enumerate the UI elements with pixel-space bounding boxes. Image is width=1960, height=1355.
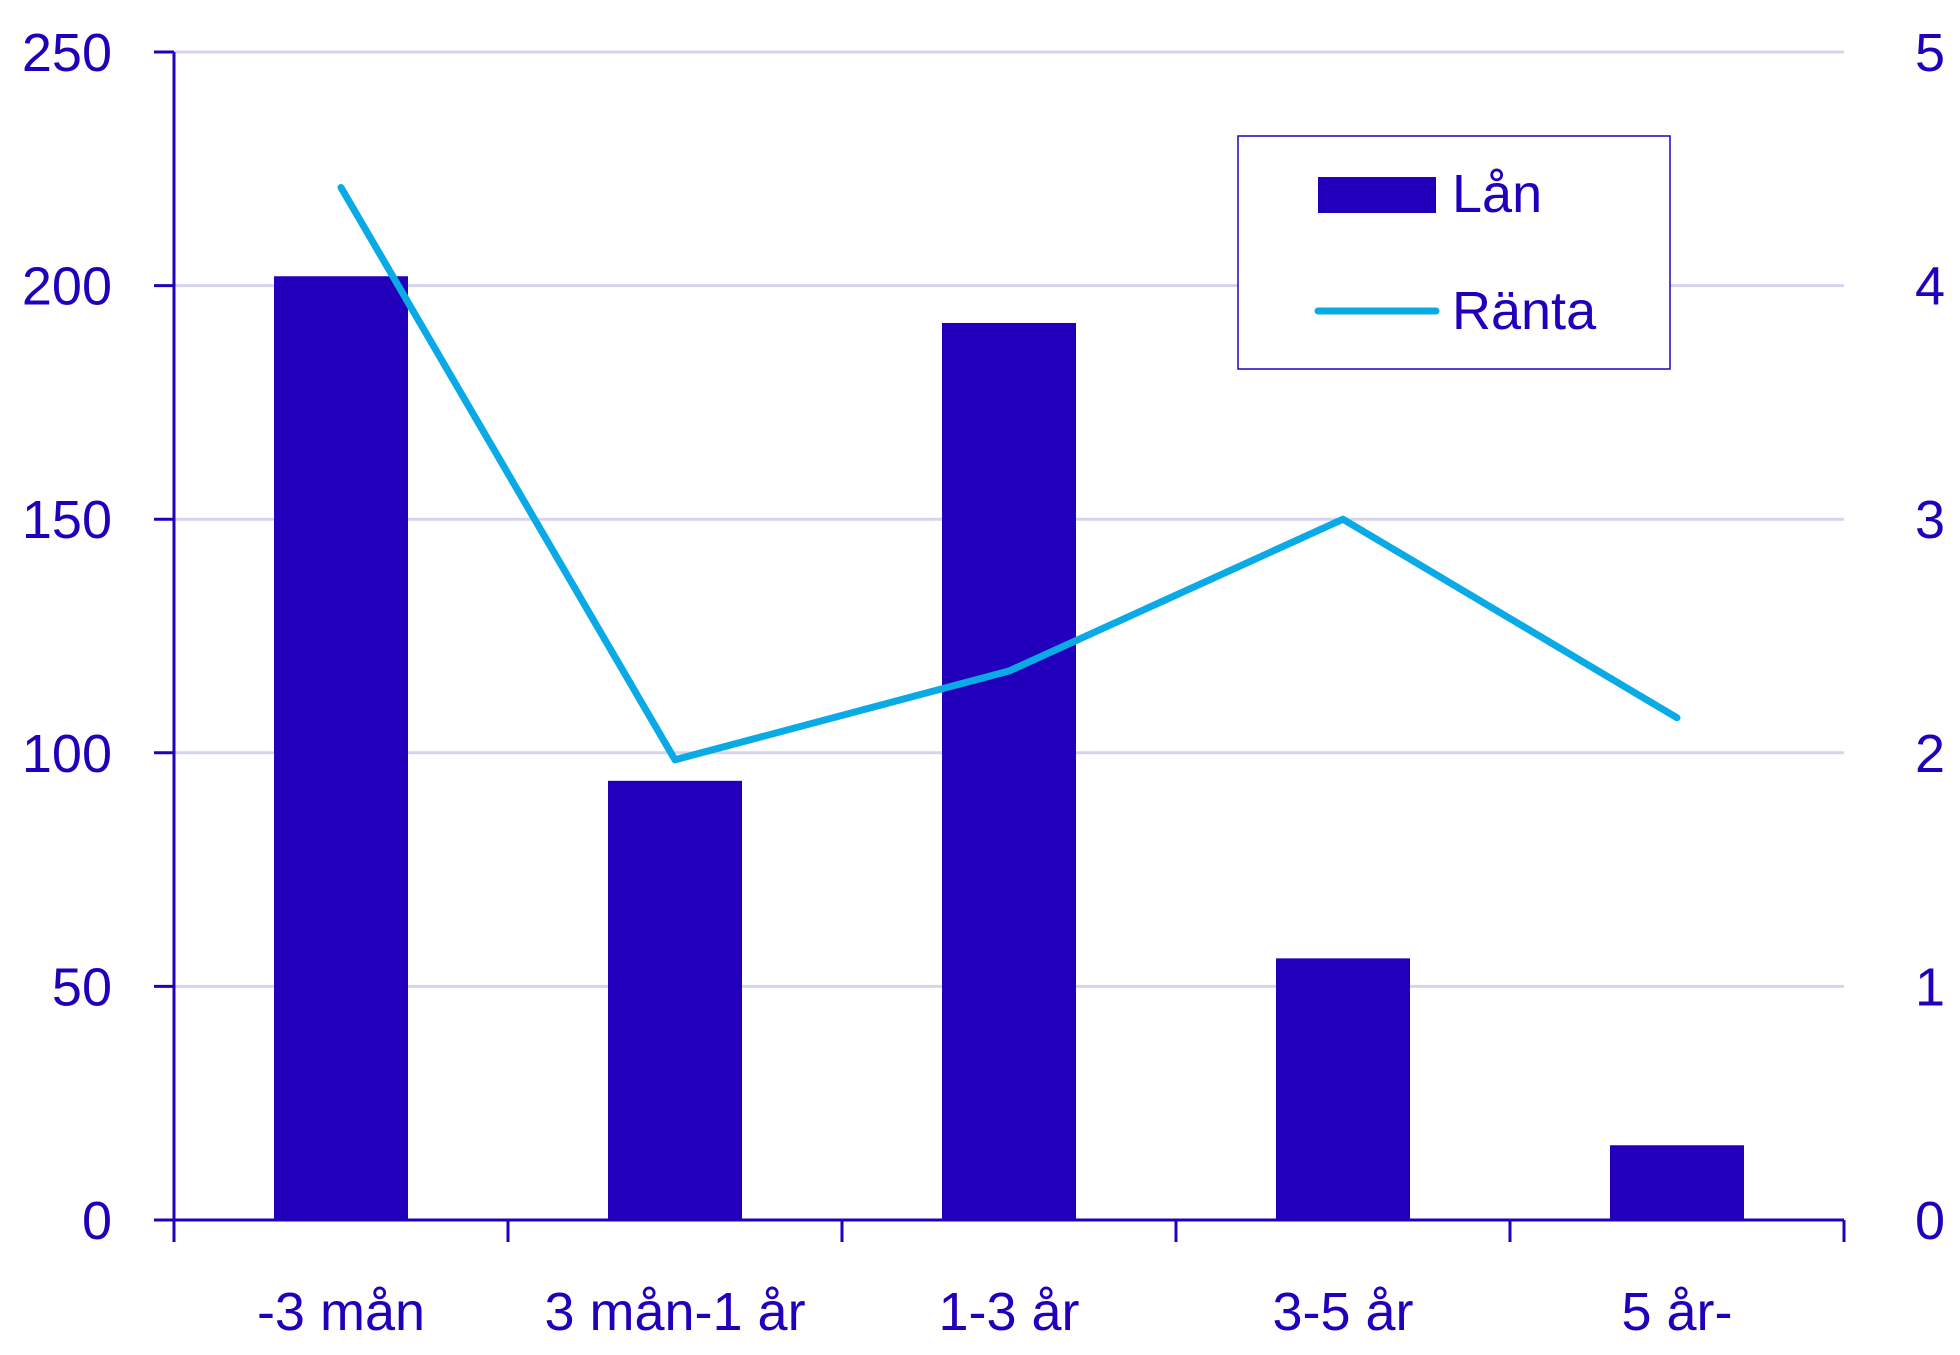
left-tick-label: 0 [82,1191,112,1251]
legend-label-bar: Lån [1452,164,1542,224]
left-axis-tick-labels: 0 50 100 150 200 250 [22,23,112,1251]
legend-label-line: Ränta [1452,281,1597,341]
bar [942,322,1076,1220]
bar [1610,1145,1744,1220]
x-tick-label: 3-5 år [1272,1282,1413,1342]
bar-series [274,276,1744,1221]
right-tick-label: 4 [1915,257,1945,317]
right-tick-label: 2 [1915,724,1945,784]
right-axis-tick-labels: 0 1 2 3 4 5 [1915,23,1945,1251]
x-axis-tick-labels: -3 mån 3 mån-1 år 1-3 år 3-5 år 5 år- [257,1282,1733,1342]
right-tick-label: 5 [1915,23,1945,83]
left-tick-label: 150 [22,490,112,550]
x-tick-label: 3 mån-1 år [544,1282,805,1342]
right-tick-label: 3 [1915,490,1945,550]
axes [154,50,1846,1242]
line-path [337,183,1681,764]
legend-box [1237,135,1671,370]
legend: Lån Ränta [1237,135,1671,370]
line-series [337,183,1681,764]
left-tick-label: 50 [52,957,112,1017]
left-tick-label: 200 [22,257,112,317]
bar [608,780,742,1220]
right-tick-label: 1 [1915,957,1945,1017]
legend-swatch-bar [1318,177,1436,213]
x-tick-label: 5 år- [1621,1282,1732,1342]
left-tick-label: 100 [22,724,112,784]
x-tick-label: -3 mån [257,1282,425,1342]
x-tick-label: 1-3 år [938,1282,1079,1342]
bar [274,276,408,1221]
left-tick-label: 250 [22,23,112,83]
right-tick-label: 0 [1915,1191,1945,1251]
bar [1276,958,1410,1220]
